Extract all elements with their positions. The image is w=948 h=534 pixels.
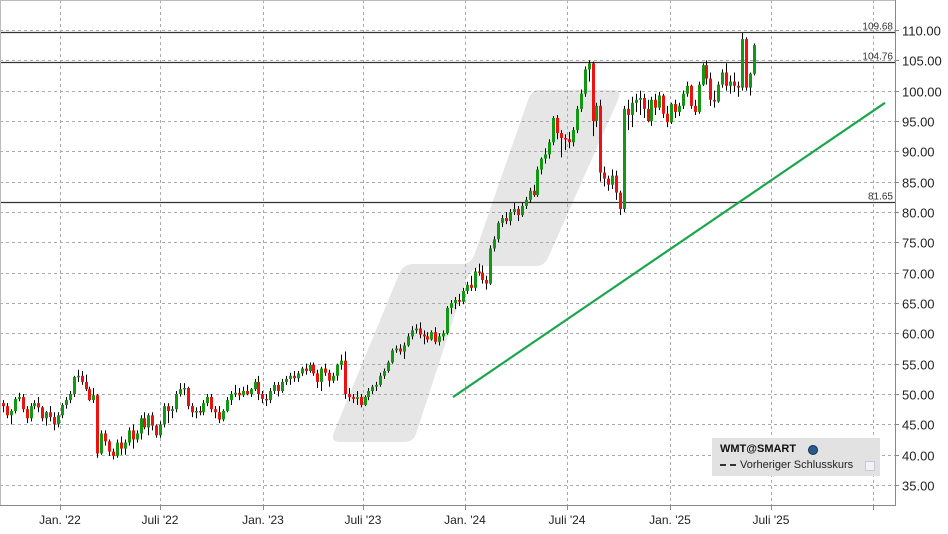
y-tick-label: 95.00 [902,115,935,130]
legend-symbol: WMT@SMART [720,443,797,455]
y-tick-label: 65.00 [902,297,935,312]
x-tick-label: Juli '23 [345,513,382,527]
x-axis: Jan. '22 Juli '22 Jan. '23 Juli '23 Jan. '24… [39,505,874,527]
x-tick-label: Jan. '24 [444,513,486,527]
level-label: 104.76 [862,52,893,63]
x-tick-label: Juli '24 [549,513,586,527]
y-tick-label: 80.00 [902,206,935,221]
y-tick-label: 85.00 [902,176,935,191]
x-tick-label: Juli '25 [753,513,790,527]
y-tick-label: 50.00 [902,388,935,403]
dashed-line-icon [720,464,736,467]
previous-close-checkbox[interactable] [865,461,875,471]
x-tick-label: Jan. '23 [242,513,284,527]
y-axis: 110.00 105.00 100.00 95.00 90.00 85.00 80.00 75… [895,24,942,494]
x-tick-label: Juli '22 [142,513,179,527]
x-tick-label: Jan. '22 [39,513,81,527]
y-tick-label: 70.00 [902,267,935,282]
plot-frame [0,0,896,506]
y-tick-label: 90.00 [902,145,935,160]
y-tick-label: 45.00 [902,418,935,433]
y-tick-label: 110.00 [902,24,941,39]
y-tick-label: 60.00 [902,327,935,342]
y-tick-label: 55.00 [902,358,935,373]
candles [2,33,756,460]
x-tick-label: Jan. '25 [649,513,691,527]
globe-icon[interactable] [808,445,818,455]
y-tick-label: 35.00 [902,479,935,494]
legend-previous-close-label: Vorheriger Schlusskurs [740,459,854,471]
level-label: 81.65 [868,192,893,203]
legend-previous-close: Vorheriger Schlusskurs [720,459,853,471]
y-tick-label: 100.00 [902,85,942,100]
y-tick-label: 75.00 [902,236,935,251]
trendline [452,101,886,398]
level-label: 109.68 [862,22,893,33]
y-tick-label: 40.00 [902,449,935,464]
y-tick-label: 105.00 [902,54,942,69]
legend-box: WMT@SMART Vorheriger Schlusskurs [712,438,880,476]
